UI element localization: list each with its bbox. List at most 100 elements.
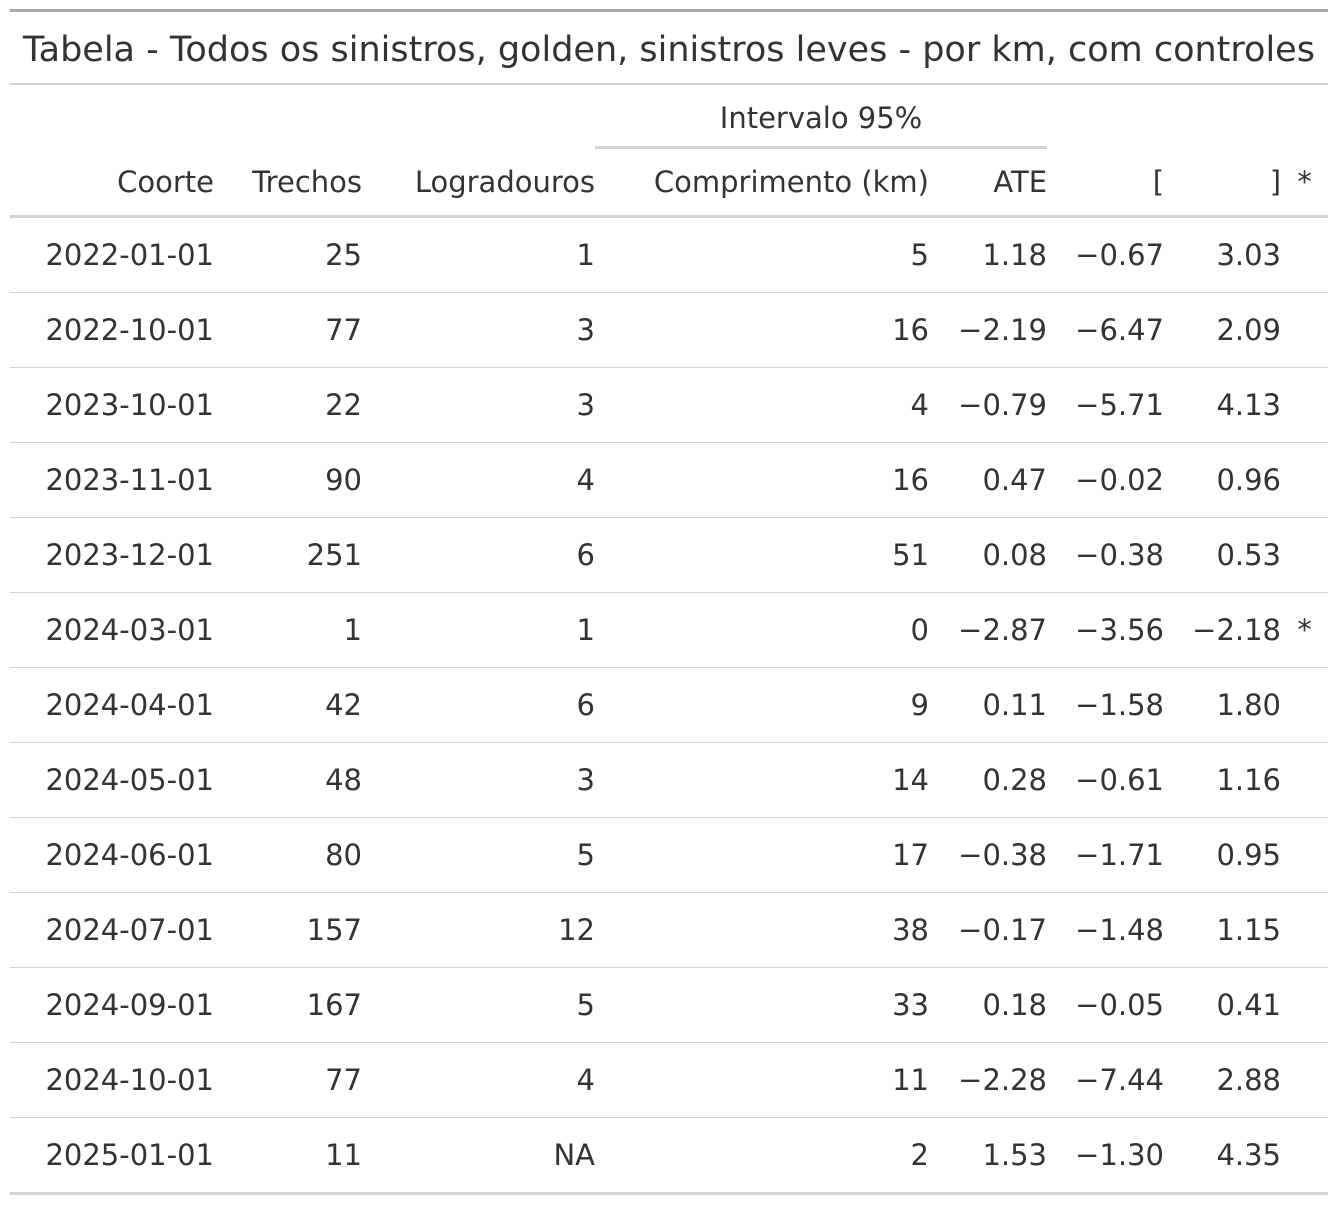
cell-ate: 0.11 <box>929 667 1048 743</box>
column-header-lower: [ <box>1047 149 1165 218</box>
cell-ate: 1.53 <box>929 1117 1048 1195</box>
cell-trechos: 25 <box>214 216 362 293</box>
table-row: 2024-10-01 77 4 11 −2.28 −7.44 2.88 <box>10 1042 1329 1118</box>
cell-upper: 0.95 <box>1164 817 1282 893</box>
cell-upper: 4.13 <box>1164 367 1282 443</box>
cell-logradouros: 4 <box>362 1042 595 1118</box>
cell-logradouros: 3 <box>362 367 595 443</box>
cell-trechos: 48 <box>214 742 362 818</box>
cell-ate: −0.17 <box>929 892 1048 968</box>
column-header-comprimento: Comprimento (km) <box>595 149 929 218</box>
cell-lower: −1.71 <box>1047 817 1165 893</box>
cell-comprimento: 38 <box>595 892 929 968</box>
cell-lower: −1.58 <box>1047 667 1165 743</box>
cell-sig <box>1281 517 1329 593</box>
cell-coorte: 2022-01-01 <box>10 216 214 293</box>
cell-comprimento: 0 <box>595 592 929 668</box>
cell-sig <box>1281 367 1329 443</box>
cell-comprimento: 11 <box>595 1042 929 1118</box>
cell-comprimento: 9 <box>595 667 929 743</box>
cell-upper: 1.16 <box>1164 742 1282 818</box>
cell-upper: 0.96 <box>1164 442 1282 518</box>
cell-sig <box>1281 1042 1329 1118</box>
cell-sig <box>1281 967 1329 1043</box>
cell-comprimento: 2 <box>595 1117 929 1195</box>
cell-logradouros: 5 <box>362 817 595 893</box>
cell-ate: −2.19 <box>929 292 1048 368</box>
cell-upper: 2.09 <box>1164 292 1282 368</box>
cell-trechos: 90 <box>214 442 362 518</box>
table-row: 2022-01-01 25 1 5 1.18 −0.67 3.03 <box>10 216 1329 293</box>
cell-sig <box>1281 442 1329 518</box>
cell-trechos: 157 <box>214 892 362 968</box>
cell-upper: 3.03 <box>1164 216 1282 293</box>
cell-logradouros: 6 <box>362 517 595 593</box>
table-row: 2024-04-01 42 6 9 0.11 −1.58 1.80 <box>10 667 1329 743</box>
cell-comprimento: 51 <box>595 517 929 593</box>
cell-trechos: 77 <box>214 1042 362 1118</box>
cell-lower: −1.48 <box>1047 892 1165 968</box>
cell-sig <box>1281 292 1329 368</box>
cell-trechos: 11 <box>214 1117 362 1195</box>
table-row: 2023-12-01 251 6 51 0.08 −0.38 0.53 <box>10 517 1329 593</box>
cell-comprimento: 5 <box>595 216 929 293</box>
cell-coorte: 2022-10-01 <box>10 292 214 368</box>
title-rule <box>10 83 1328 85</box>
cell-sig <box>1281 742 1329 818</box>
cell-comprimento: 16 <box>595 442 929 518</box>
table-row: 2024-06-01 80 5 17 −0.38 −1.71 0.95 <box>10 817 1329 893</box>
cell-logradouros: NA <box>362 1117 595 1195</box>
cell-comprimento: 33 <box>595 967 929 1043</box>
cell-logradouros: 12 <box>362 892 595 968</box>
cell-coorte: 2024-09-01 <box>10 967 214 1043</box>
column-header-row: Coorte Trechos Logradouros Comprimento (… <box>10 149 1329 218</box>
cell-lower: −3.56 <box>1047 592 1165 668</box>
cell-sig <box>1281 1117 1329 1195</box>
cell-trechos: 42 <box>214 667 362 743</box>
cell-coorte: 2023-12-01 <box>10 517 214 593</box>
table-row: 2023-10-01 22 3 4 −0.79 −5.71 4.13 <box>10 367 1329 443</box>
cell-coorte: 2024-05-01 <box>10 742 214 818</box>
cell-upper: 1.15 <box>1164 892 1282 968</box>
cell-upper: −2.18 <box>1164 592 1282 668</box>
cell-ate: 1.18 <box>929 216 1048 293</box>
cell-lower: −0.38 <box>1047 517 1165 593</box>
column-header-coorte: Coorte <box>10 149 214 218</box>
cell-lower: −0.05 <box>1047 967 1165 1043</box>
cell-comprimento: 16 <box>595 292 929 368</box>
column-header-ate: ATE <box>929 149 1048 218</box>
spanner-label: Intervalo 95% <box>719 101 923 135</box>
results-table: Intervalo 95% Coorte Trechos Logradouros… <box>10 85 1329 1195</box>
table-row: 2024-09-01 167 5 33 0.18 −0.05 0.41 <box>10 967 1329 1043</box>
cell-upper: 1.80 <box>1164 667 1282 743</box>
cell-coorte: 2024-06-01 <box>10 817 214 893</box>
cell-ate: 0.47 <box>929 442 1048 518</box>
spanner-interval: Intervalo 95% <box>595 85 1048 149</box>
cell-sig <box>1281 817 1329 893</box>
cell-coorte: 2024-10-01 <box>10 1042 214 1118</box>
cell-logradouros: 6 <box>362 667 595 743</box>
cell-trechos: 251 <box>214 517 362 593</box>
cell-lower: −5.71 <box>1047 367 1165 443</box>
cell-upper: 4.35 <box>1164 1117 1282 1195</box>
cell-lower: −0.61 <box>1047 742 1165 818</box>
table-row: 2023-11-01 90 4 16 0.47 −0.02 0.96 <box>10 442 1329 518</box>
table-title: Tabela - Todos os sinistros, golden, sin… <box>23 30 1315 70</box>
cell-trechos: 22 <box>214 367 362 443</box>
cell-logradouros: 4 <box>362 442 595 518</box>
cell-coorte: 2024-03-01 <box>10 592 214 668</box>
cell-comprimento: 14 <box>595 742 929 818</box>
cell-upper: 0.41 <box>1164 967 1282 1043</box>
cell-ate: 0.08 <box>929 517 1048 593</box>
cell-ate: −0.79 <box>929 367 1048 443</box>
top-rule <box>10 9 1328 12</box>
cell-ate: −2.87 <box>929 592 1048 668</box>
cell-coorte: 2025-01-01 <box>10 1117 214 1195</box>
cell-lower: −0.67 <box>1047 216 1165 293</box>
column-header-significance: * <box>1281 149 1329 218</box>
cell-sig <box>1281 667 1329 743</box>
table-body: 2022-01-01 25 1 5 1.18 −0.67 3.03 2022-10-01 77 3… <box>10 216 1329 1195</box>
spanner-line <box>595 146 1048 149</box>
cell-ate: 0.18 <box>929 967 1048 1043</box>
table-row: 2024-07-01 157 12 38 −0.17 −1.48 1.15 <box>10 892 1329 968</box>
